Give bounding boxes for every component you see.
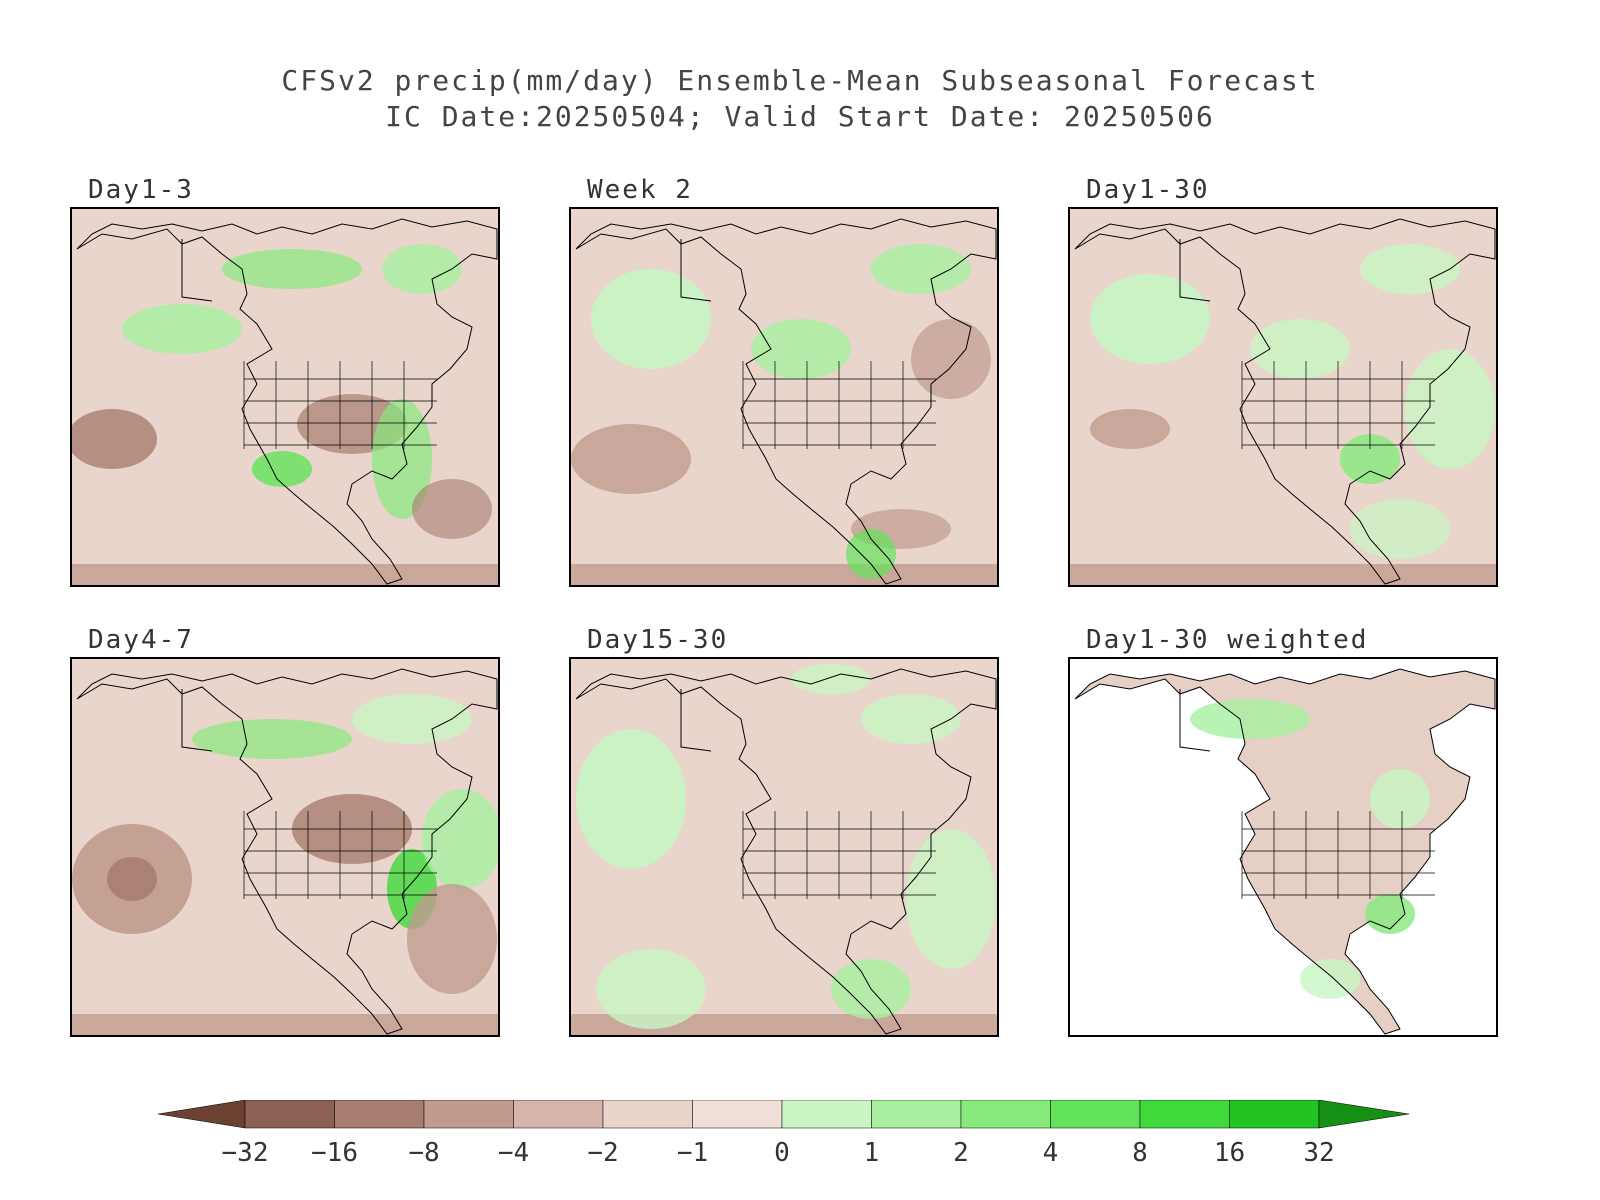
coastline bbox=[575, 668, 997, 1035]
panel-label-day15-30: Day15-30 bbox=[587, 625, 729, 655]
colorbar-swatch bbox=[871, 1100, 962, 1129]
colorbar-tick-label: −4 bbox=[497, 1138, 530, 1168]
coastline bbox=[76, 218, 498, 585]
map-graphic bbox=[72, 668, 498, 1035]
land-area bbox=[1075, 669, 1495, 1034]
precip-anomaly-region bbox=[591, 269, 711, 369]
precip-anomaly-region bbox=[1300, 959, 1360, 999]
chart-title-line2: IC Date:20250504; Valid Start Date: 2025… bbox=[385, 100, 1215, 133]
colorbar-tick-label: −32 bbox=[221, 1138, 269, 1168]
colorbar-swatch bbox=[1139, 1100, 1230, 1129]
precip-anomaly-region bbox=[382, 244, 462, 294]
precip-anomaly-band bbox=[571, 564, 997, 585]
map-graphic bbox=[1074, 668, 1496, 1035]
precip-anomaly-band bbox=[72, 564, 498, 585]
panel-label-day1-30-weighted: Day1-30 weighted bbox=[1086, 625, 1369, 655]
precip-anomaly-region bbox=[871, 244, 971, 294]
precip-anomaly-region bbox=[1090, 409, 1170, 449]
colorbar-tick-label: −16 bbox=[311, 1138, 358, 1168]
panel-label-day1-3: Day1-3 bbox=[88, 175, 194, 205]
colorbar-tick-label: −8 bbox=[408, 1138, 440, 1168]
precip-anomaly-region bbox=[906, 829, 996, 969]
precip-anomaly-region bbox=[412, 479, 492, 539]
colorbar bbox=[157, 1100, 1410, 1129]
colorbar-swatch bbox=[602, 1100, 693, 1129]
precip-anomaly-region bbox=[751, 319, 851, 379]
coastline bbox=[1074, 218, 1496, 585]
precip-anomaly-region bbox=[407, 884, 497, 994]
map-panel-day4-7 bbox=[70, 657, 500, 1037]
map-graphic bbox=[72, 218, 498, 585]
map-graphic bbox=[1070, 218, 1496, 585]
border-line bbox=[1179, 689, 1211, 752]
border-line bbox=[680, 689, 712, 752]
precip-anomaly-region bbox=[1340, 434, 1400, 484]
map-panel-day1-30 bbox=[1068, 207, 1498, 587]
precip-anomaly-region bbox=[1250, 319, 1350, 379]
colorbar-tick-label: 1 bbox=[863, 1138, 880, 1168]
precip-anomaly-region bbox=[107, 857, 157, 901]
coastline bbox=[76, 668, 498, 1035]
panel-label-day1-30: Day1-30 bbox=[1086, 175, 1210, 205]
colorbar-swatch bbox=[1229, 1100, 1320, 1129]
coastline bbox=[575, 218, 997, 585]
map-panel-week2 bbox=[569, 207, 999, 587]
colorbar-left-arrow bbox=[157, 1100, 246, 1129]
precip-anomaly-region bbox=[222, 249, 362, 289]
precip-anomaly-region bbox=[911, 319, 991, 399]
colorbar-tick-label: −2 bbox=[587, 1138, 619, 1168]
colorbar-tick-label: 8 bbox=[1132, 1138, 1148, 1168]
colorbar-tick-label: 0 bbox=[774, 1138, 790, 1168]
border-line bbox=[1179, 239, 1211, 302]
colorbar-tick-label: 32 bbox=[1303, 1138, 1335, 1168]
colorbar-swatch bbox=[960, 1100, 1051, 1129]
map-panel-day1-3 bbox=[70, 207, 500, 587]
coastline bbox=[1074, 668, 1496, 1035]
colorbar-swatch bbox=[244, 1100, 335, 1129]
precip-anomaly-region bbox=[192, 719, 352, 759]
precip-anomaly-region bbox=[791, 664, 871, 694]
precip-anomaly-region bbox=[122, 304, 242, 354]
colorbar-tick-label: −1 bbox=[676, 1138, 709, 1168]
precip-anomaly-region bbox=[861, 694, 961, 744]
colorbar-tick-label: 4 bbox=[1042, 1138, 1059, 1168]
colorbar-tick-label: 2 bbox=[953, 1138, 969, 1168]
colorbar-right-arrow bbox=[1318, 1100, 1410, 1129]
precip-anomaly-region bbox=[596, 949, 706, 1029]
precip-anomaly-band bbox=[1070, 564, 1496, 585]
border-line bbox=[181, 239, 213, 302]
map-panel-day1-30-weighted bbox=[1068, 657, 1498, 1037]
panel-label-day4-7: Day4-7 bbox=[88, 625, 194, 655]
precip-anomaly-region bbox=[571, 424, 691, 494]
colorbar-swatch bbox=[513, 1100, 604, 1129]
border-line bbox=[680, 239, 712, 302]
precip-anomaly-region bbox=[1365, 894, 1415, 934]
panel-label-week2: Week 2 bbox=[587, 175, 693, 205]
precip-anomaly-region bbox=[1090, 274, 1210, 364]
precip-anomaly-region bbox=[372, 399, 432, 519]
precip-anomaly-region bbox=[846, 529, 896, 579]
colorbar-swatch bbox=[1050, 1100, 1141, 1129]
precip-anomaly-region bbox=[352, 694, 472, 744]
chart-title-line1: CFSv2 precip(mm/day) Ensemble-Mean Subse… bbox=[281, 64, 1319, 97]
map-panel-day15-30 bbox=[569, 657, 999, 1037]
precip-anomaly-region bbox=[72, 409, 157, 469]
border-line bbox=[181, 689, 213, 752]
precip-anomaly-region bbox=[1370, 769, 1430, 829]
map-graphic bbox=[571, 218, 997, 585]
colorbar-tick-label: 16 bbox=[1213, 1138, 1246, 1168]
colorbar-swatch bbox=[423, 1100, 514, 1129]
colorbar-swatch bbox=[692, 1100, 783, 1129]
precip-anomaly-region bbox=[576, 729, 686, 869]
map-graphic bbox=[571, 664, 997, 1035]
precip-anomaly-region bbox=[252, 451, 312, 487]
precip-anomaly-band bbox=[72, 1014, 498, 1035]
precip-anomaly-region bbox=[1190, 699, 1310, 739]
precip-anomaly-region bbox=[1360, 244, 1460, 294]
colorbar-swatch bbox=[334, 1100, 425, 1129]
colorbar-swatch bbox=[781, 1100, 872, 1129]
precip-anomaly-region bbox=[422, 789, 498, 889]
